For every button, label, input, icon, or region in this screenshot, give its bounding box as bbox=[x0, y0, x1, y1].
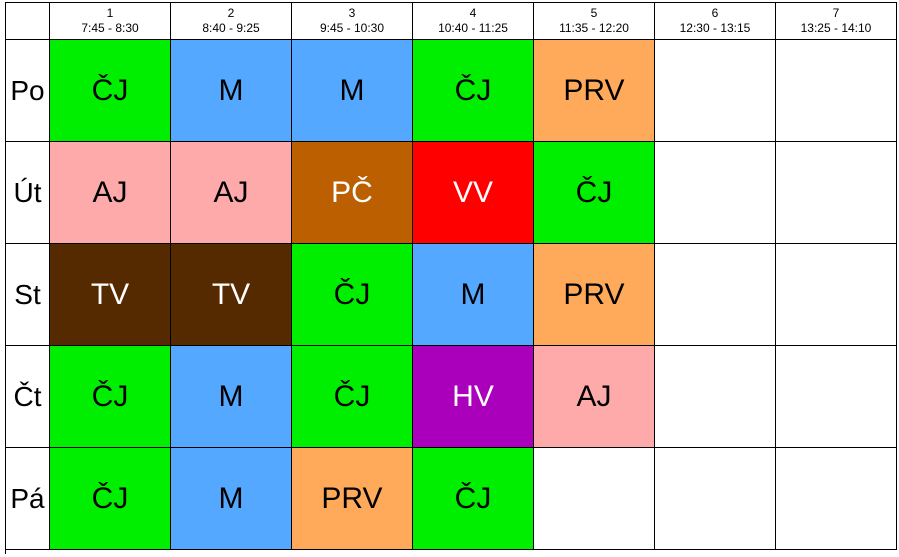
period-header-1: 1 7:45 - 8:30 bbox=[50, 3, 171, 40]
corner-cell bbox=[6, 3, 50, 40]
day-label-ut: Út bbox=[6, 142, 50, 244]
lesson-cell: AJ bbox=[50, 142, 171, 244]
lesson-cell bbox=[776, 346, 897, 448]
lesson-cell bbox=[655, 244, 776, 346]
lesson-cell: HV bbox=[413, 346, 534, 448]
lesson-cell: PRV bbox=[292, 448, 413, 550]
day-label-pa: Pá bbox=[6, 448, 50, 550]
lesson-cell: ČJ bbox=[413, 448, 534, 550]
lesson-cell: M bbox=[171, 448, 292, 550]
period-number: 7 bbox=[832, 6, 840, 20]
period-header-4: 4 10:40 - 11:25 bbox=[413, 3, 534, 40]
lesson-cell bbox=[776, 244, 897, 346]
period-header-7: 7 13:25 - 14:10 bbox=[776, 3, 897, 40]
period-time: 8:40 - 9:25 bbox=[202, 21, 260, 35]
period-number: 1 bbox=[106, 6, 114, 20]
lesson-cell: ČJ bbox=[50, 346, 171, 448]
lesson-cell: ČJ bbox=[50, 448, 171, 550]
period-number: 2 bbox=[227, 6, 235, 20]
lesson-cell bbox=[776, 40, 897, 142]
lesson-cell: ČJ bbox=[413, 40, 534, 142]
period-number: 5 bbox=[590, 6, 598, 20]
lesson-cell: ČJ bbox=[50, 40, 171, 142]
period-number: 6 bbox=[711, 6, 719, 20]
period-header-5: 5 11:35 - 12:20 bbox=[534, 3, 655, 40]
lesson-cell bbox=[655, 346, 776, 448]
lesson-cell: AJ bbox=[534, 346, 655, 448]
lesson-cell: ČJ bbox=[292, 244, 413, 346]
lesson-cell: ČJ bbox=[534, 142, 655, 244]
day-label-ct: Čt bbox=[6, 346, 50, 448]
lesson-cell bbox=[655, 40, 776, 142]
lesson-cell: TV bbox=[171, 244, 292, 346]
period-number: 4 bbox=[469, 6, 477, 20]
timetable-grid: 1 7:45 - 8:30 2 8:40 - 9:25 3 9:45 - 10:… bbox=[5, 2, 897, 554]
lesson-cell bbox=[776, 448, 897, 550]
period-time: 9:45 - 10:30 bbox=[319, 21, 385, 35]
period-header-3: 3 9:45 - 10:30 bbox=[292, 3, 413, 40]
lesson-cell: PRV bbox=[534, 40, 655, 142]
lesson-cell: PRV bbox=[534, 244, 655, 346]
lesson-cell bbox=[776, 142, 897, 244]
lesson-cell: AJ bbox=[171, 142, 292, 244]
lesson-cell: VV bbox=[413, 142, 534, 244]
day-label-st: St bbox=[6, 244, 50, 346]
period-time: 10:40 - 11:25 bbox=[438, 21, 508, 35]
lesson-cell: TV bbox=[50, 244, 171, 346]
period-time: 13:25 - 14:10 bbox=[800, 21, 872, 35]
lesson-cell: M bbox=[171, 40, 292, 142]
lesson-cell bbox=[534, 448, 655, 550]
period-time: 7:45 - 8:30 bbox=[81, 21, 139, 35]
lesson-cell: M bbox=[171, 346, 292, 448]
lesson-cell bbox=[655, 142, 776, 244]
period-header-6: 6 12:30 - 13:15 bbox=[655, 3, 776, 40]
lesson-cell: M bbox=[413, 244, 534, 346]
period-number: 3 bbox=[348, 6, 356, 20]
lesson-cell: M bbox=[292, 40, 413, 142]
period-time: 12:30 - 13:15 bbox=[679, 21, 751, 35]
period-header-2: 2 8:40 - 9:25 bbox=[171, 3, 292, 40]
lesson-cell: ČJ bbox=[292, 346, 413, 448]
lesson-cell bbox=[655, 448, 776, 550]
lesson-cell: PČ bbox=[292, 142, 413, 244]
period-time: 11:35 - 12:20 bbox=[559, 21, 629, 35]
day-label-po: Po bbox=[6, 40, 50, 142]
